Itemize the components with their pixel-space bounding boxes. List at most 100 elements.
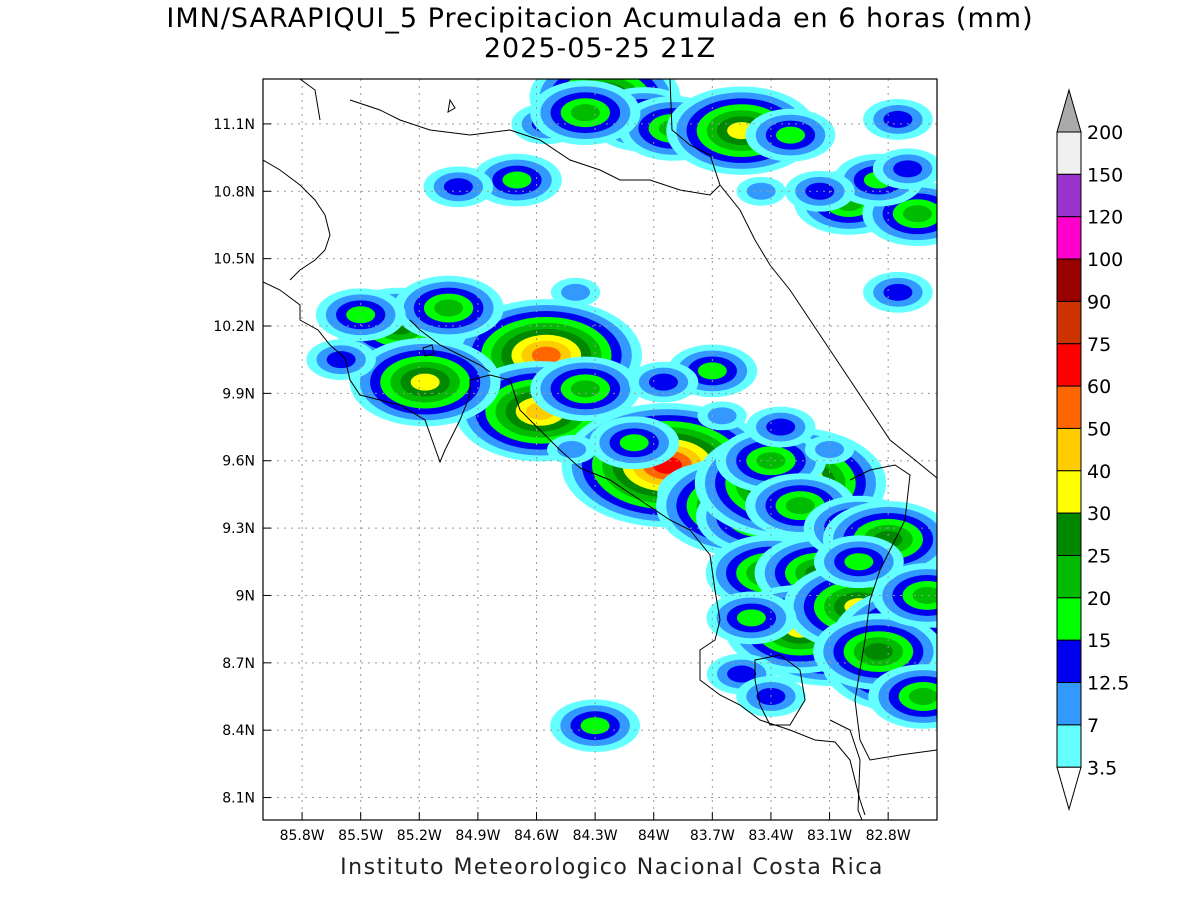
y-tick-label: 10.8N (213, 184, 255, 200)
rain-field (306, 79, 937, 753)
colorbar-swatch (1056, 258, 1082, 302)
colorbar-label: 3.5 (1087, 757, 1117, 779)
rain-contour (883, 110, 913, 128)
plot-frame (262, 78, 938, 821)
rain-contour (648, 373, 678, 391)
y-tick-label: 9.3N (222, 521, 255, 537)
nicoya-gulf-coast (409, 319, 491, 373)
colorbar-swatch (1056, 724, 1082, 768)
caribbean-coastline (669, 79, 937, 479)
panama-border (849, 464, 937, 761)
colorbar-swatch (1056, 470, 1082, 514)
map-title-line2: 2025-05-25 21Z (483, 33, 717, 64)
rain-contour (570, 104, 600, 122)
colorbar-swatch (1056, 300, 1082, 345)
colorbar-label: 90 (1087, 291, 1111, 313)
y-tick-label: 9N (236, 588, 255, 604)
y-tick-label: 8.4N (222, 723, 255, 739)
y-tick-label: 8.1N (222, 791, 255, 807)
colorbar-swatch (1056, 555, 1082, 599)
rain-cell (550, 699, 641, 753)
colorbar-label: 150 (1087, 164, 1123, 186)
rain-cell (530, 356, 641, 422)
rain-contour (410, 373, 440, 391)
x-tick-label: 85.5W (338, 828, 383, 844)
rain-cell (863, 271, 933, 313)
x-tick-label: 84W (638, 828, 670, 844)
x-tick-label: 84.6W (514, 828, 559, 844)
colorbar-label: 20 (1087, 588, 1111, 610)
northern-border (299, 79, 721, 196)
rain-contour (557, 441, 587, 458)
colorbar-label: 120 (1087, 207, 1123, 229)
rain-contour (908, 688, 937, 705)
x-tick-label: 85.8W (280, 828, 325, 844)
rain-contour (883, 283, 913, 301)
rain-contour (766, 418, 796, 436)
pacific-coastline (263, 281, 866, 816)
colorbar-label: 30 (1087, 503, 1111, 525)
colorbar-swatch (1056, 385, 1082, 429)
colorbar-max-triangle (1056, 88, 1082, 133)
rain-cell (697, 401, 747, 431)
colorbar-label: 12.5 (1087, 673, 1129, 695)
rain-cell (628, 361, 699, 403)
x-tick-label: 84.9W (455, 828, 500, 844)
x-tick-label: 84.3W (573, 828, 618, 844)
rain-cell (306, 339, 376, 381)
rain-cell (745, 406, 816, 448)
colorbar-label: 50 (1087, 418, 1111, 440)
colorbar-label: 25 (1087, 546, 1111, 568)
osa-peninsula (754, 654, 806, 726)
colorbar-label: 75 (1087, 334, 1111, 356)
colorbar-label: 15 (1087, 630, 1111, 652)
rain-cell (868, 664, 937, 729)
x-tick-label: 83.4W (748, 828, 793, 844)
rain-cell (315, 288, 406, 342)
axis-labels: 85.8W 85.5W 85.2W 84.9W 84.6W 84.3W 84W 83.7W 83… (213, 117, 910, 844)
x-tick-label: 82.8W (866, 828, 911, 844)
lake-shore (447, 98, 456, 113)
colorbar-label: 40 (1087, 461, 1111, 483)
rain-contour (902, 205, 932, 223)
rain-contour (756, 452, 786, 470)
rain-contour (443, 178, 473, 196)
rain-contour (697, 362, 727, 380)
rain-contour (346, 306, 376, 324)
rain-contour (736, 609, 766, 627)
x-tick-label: 83.7W (690, 828, 735, 844)
y-tick-label: 10.5N (213, 252, 255, 268)
rain-contour (727, 665, 757, 683)
rain-contour (561, 283, 591, 301)
rain-cell (472, 153, 562, 207)
rain-cell (745, 108, 836, 162)
coastline (263, 79, 937, 820)
rain-contour (863, 643, 893, 661)
y-tick-label: 9.9N (222, 386, 255, 402)
colorbar-swatch (1056, 216, 1082, 260)
colorbar-swatch (1056, 427, 1082, 472)
rain-cell (393, 275, 504, 341)
rain-contour (893, 160, 923, 178)
colorbar-swatch (1056, 597, 1082, 641)
nicaragua-coast (263, 159, 331, 281)
rain-cell (547, 435, 597, 464)
nicoya-island (422, 344, 435, 357)
colorbar-swatch (1056, 343, 1082, 387)
rain-contour (844, 553, 874, 571)
y-tick-label: 10.2N (213, 319, 255, 335)
colorbar-label: 200 (1087, 122, 1123, 144)
colorbar-label: 60 (1087, 376, 1111, 398)
rain-cell (872, 563, 937, 628)
rain-contour (785, 497, 815, 515)
rain-contour (815, 441, 845, 458)
colorbar-label: 7 (1087, 715, 1099, 737)
colorbar-label: 100 (1087, 249, 1123, 271)
rain-cell (706, 591, 797, 645)
rain-contour (531, 346, 561, 364)
rain-cell (349, 337, 501, 427)
rain-contour (502, 171, 532, 189)
y-tick-label: 8.7N (222, 656, 255, 672)
rain-contour (775, 126, 805, 144)
